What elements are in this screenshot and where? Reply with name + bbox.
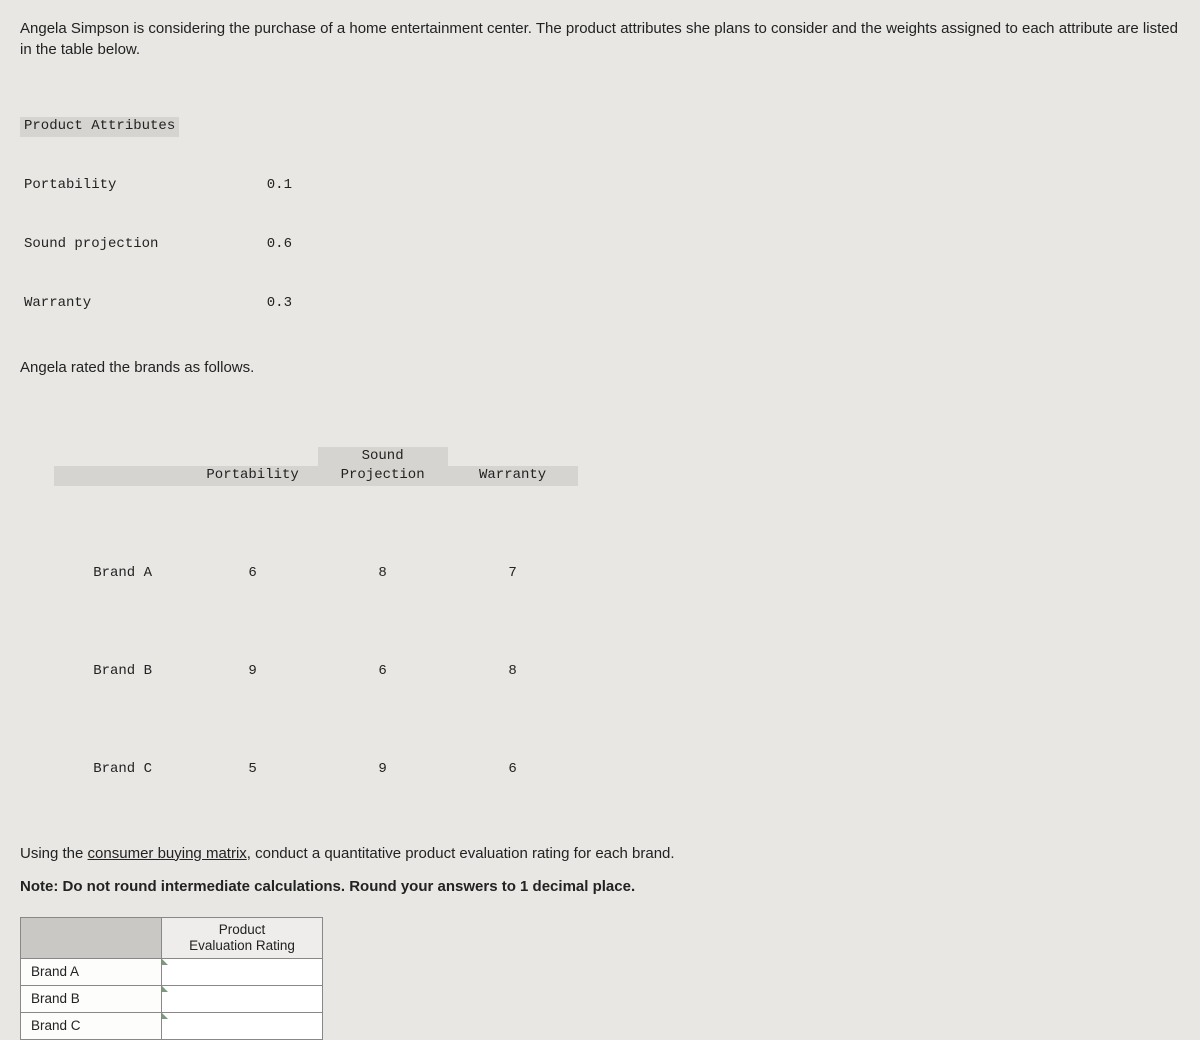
ratings-col-header: Sound Projection <box>318 447 448 486</box>
ratings-cell: 9 <box>318 760 448 780</box>
eval-input-brand-c[interactable] <box>162 1012 323 1039</box>
ratings-brand: Brand B <box>54 662 188 682</box>
ratings-cell: 5 <box>188 760 318 780</box>
eval-input-brand-a[interactable] <box>162 958 323 985</box>
ratings-row: Brand C596 <box>20 740 578 799</box>
eval-col-header-l2: Evaluation Rating <box>189 938 295 953</box>
ratings-cell: 8 <box>448 662 578 682</box>
attributes-table: Product Attributes Portability 0.1 Sound… <box>20 78 296 333</box>
instruction-pre: Using the <box>20 845 88 862</box>
attribute-row: Portability 0.1 <box>20 176 296 196</box>
intro-text: Angela Simpson is considering the purcha… <box>20 18 1180 60</box>
rounding-note: Note: Do not round intermediate calculat… <box>20 878 1180 895</box>
attribute-row: Warranty 0.3 <box>20 294 296 314</box>
ratings-cell: 9 <box>188 662 318 682</box>
ratings-cell: 6 <box>448 760 578 780</box>
consumer-buying-matrix-link[interactable]: consumer buying matrix <box>88 845 247 862</box>
ratings-brand: Brand C <box>54 760 188 780</box>
ratings-table: Portability Sound Projection Warranty Brand… <box>20 388 578 819</box>
ratings-col-header-l2: Projection <box>341 467 425 483</box>
eval-row-label: Brand A <box>21 958 162 985</box>
eval-input-brand-b[interactable] <box>162 985 323 1012</box>
attribute-weight: 0.6 <box>228 235 296 255</box>
ratings-cell: 6 <box>188 564 318 584</box>
eval-corner <box>21 917 162 958</box>
eval-col-header: Product Evaluation Rating <box>162 917 323 958</box>
attribute-weight: 0.1 <box>228 176 296 196</box>
ratings-cell: 7 <box>448 564 578 584</box>
attributes-header: Product Attributes <box>20 117 179 137</box>
attribute-row: Sound projection 0.6 <box>20 235 296 255</box>
ratings-row: Brand B968 <box>20 642 578 701</box>
ratings-col-header-l1: Sound <box>362 448 404 464</box>
ratings-corner <box>54 466 188 486</box>
eval-row-label: Brand C <box>21 1012 162 1039</box>
eval-col-header-l1: Product <box>219 922 266 937</box>
ratings-col-header: Warranty <box>448 466 578 486</box>
instruction-text: Using the consumer buying matrix, conduc… <box>20 845 1180 862</box>
eval-row-label: Brand B <box>21 985 162 1012</box>
rated-intro: Angela rated the brands as follows. <box>20 359 1180 376</box>
ratings-row: Brand A687 <box>20 544 578 603</box>
ratings-cell: 6 <box>318 662 448 682</box>
attribute-weight: 0.3 <box>228 294 296 314</box>
evaluation-table: Product Evaluation Rating Brand A Brand … <box>20 917 323 1040</box>
attribute-name: Warranty <box>20 294 228 314</box>
instruction-post: , conduct a quantitative product evaluat… <box>247 845 675 862</box>
ratings-cell: 8 <box>318 564 448 584</box>
ratings-brand: Brand A <box>54 564 188 584</box>
attribute-name: Portability <box>20 176 228 196</box>
attribute-name: Sound projection <box>20 235 228 255</box>
ratings-col-header: Portability <box>188 466 318 486</box>
